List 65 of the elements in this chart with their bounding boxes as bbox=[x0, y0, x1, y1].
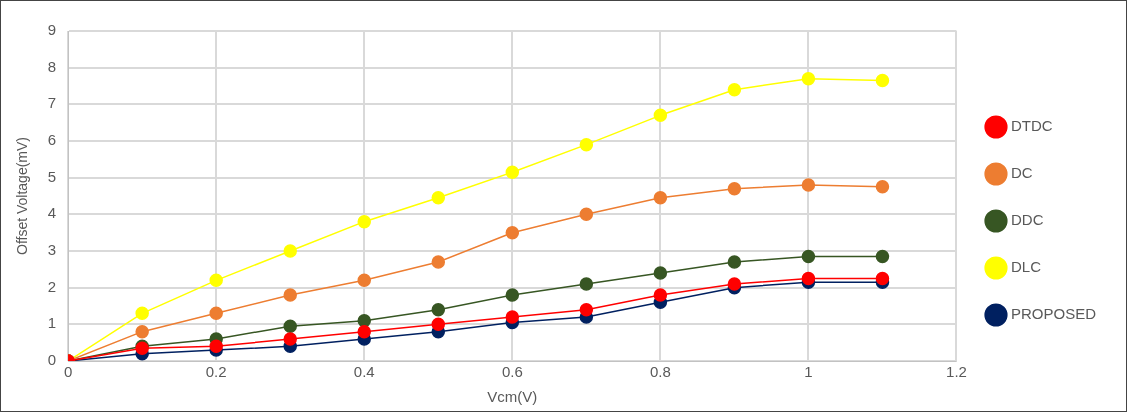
legend-label: DTDC bbox=[1010, 117, 1053, 135]
point bbox=[727, 181, 742, 196]
x-tick-label: 0 bbox=[63, 363, 73, 381]
point bbox=[505, 288, 520, 302]
y-tick-label: 7 bbox=[47, 94, 57, 112]
legend-label: PROPOSED bbox=[1010, 305, 1097, 323]
point bbox=[801, 249, 816, 264]
point bbox=[357, 324, 372, 339]
point bbox=[727, 82, 742, 97]
point bbox=[875, 180, 890, 194]
point bbox=[653, 266, 668, 280]
point bbox=[875, 271, 890, 286]
point bbox=[283, 288, 297, 302]
point bbox=[357, 273, 372, 288]
point bbox=[801, 71, 816, 86]
y-tick-label: 6 bbox=[47, 131, 57, 149]
y-tick-label: 2 bbox=[47, 277, 57, 295]
y-tick-label: 0 bbox=[47, 351, 57, 369]
point bbox=[283, 332, 297, 346]
point bbox=[653, 288, 668, 302]
x-tick-label: 0.8 bbox=[649, 363, 671, 381]
point bbox=[579, 207, 594, 222]
point bbox=[653, 191, 668, 205]
y-tick-label: 4 bbox=[47, 204, 57, 222]
x-tick-label: 0.6 bbox=[501, 363, 523, 381]
point bbox=[505, 165, 520, 179]
point bbox=[579, 302, 594, 317]
point bbox=[875, 73, 890, 88]
point bbox=[801, 271, 816, 286]
point bbox=[875, 249, 890, 264]
point bbox=[283, 319, 297, 333]
y-tick-label: 9 bbox=[47, 21, 57, 39]
point bbox=[579, 277, 594, 291]
legend-label: DLC bbox=[1010, 258, 1042, 276]
y-tick-label: 5 bbox=[47, 167, 57, 185]
point bbox=[727, 255, 742, 269]
legend-label: DDC bbox=[1010, 211, 1044, 229]
point bbox=[801, 178, 816, 192]
point bbox=[727, 277, 742, 291]
y-tick-label: 8 bbox=[47, 57, 57, 75]
x-tick-label: 0.4 bbox=[353, 363, 375, 381]
point bbox=[209, 306, 223, 321]
point bbox=[579, 137, 594, 152]
point bbox=[135, 306, 149, 321]
x-tick-label: 1 bbox=[804, 363, 813, 381]
point bbox=[653, 108, 668, 123]
point bbox=[357, 313, 372, 328]
point bbox=[431, 255, 446, 269]
point bbox=[135, 324, 149, 339]
y-tick-label: 3 bbox=[47, 241, 57, 259]
point bbox=[505, 310, 520, 324]
point bbox=[357, 214, 372, 229]
y-tick-label: 1 bbox=[47, 314, 57, 332]
x-tick-label: 1.2 bbox=[946, 363, 967, 381]
y-axis-title: Offset Voltage(mV) bbox=[14, 136, 31, 256]
point bbox=[431, 191, 446, 205]
point bbox=[283, 244, 297, 258]
point bbox=[209, 273, 223, 288]
legend-label: DC bbox=[1010, 164, 1033, 182]
point bbox=[431, 302, 446, 317]
x-axis-title: Vcm(V) bbox=[487, 388, 538, 406]
point bbox=[209, 339, 223, 354]
point bbox=[431, 317, 446, 332]
point bbox=[505, 225, 520, 240]
x-tick-label: 0.2 bbox=[205, 363, 227, 381]
